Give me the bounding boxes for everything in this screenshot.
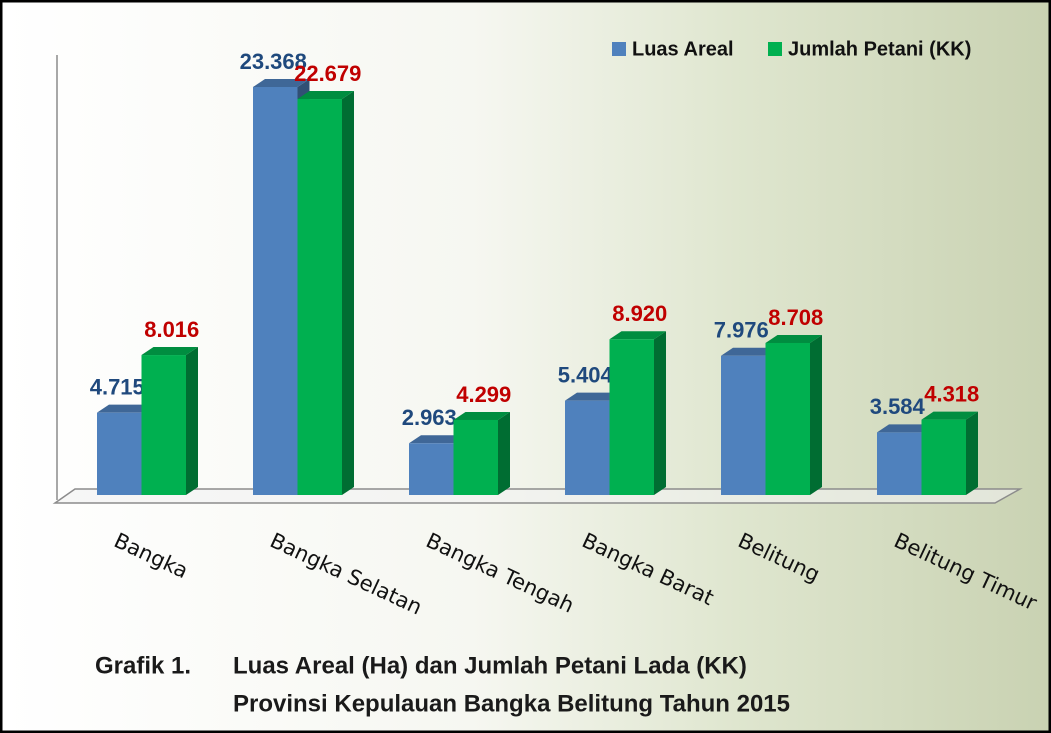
bar-face — [810, 335, 822, 495]
data-label: 3.584 — [870, 394, 926, 419]
bar-face — [409, 443, 454, 495]
bar — [766, 335, 823, 495]
data-label: 4.299 — [456, 382, 511, 407]
legend-swatch — [768, 42, 782, 56]
data-label: 4.318 — [924, 381, 979, 406]
bar-face — [766, 343, 811, 495]
bar — [922, 412, 979, 495]
bar-face — [610, 339, 655, 495]
data-label: 8.920 — [612, 301, 667, 326]
data-label: 8.016 — [144, 317, 199, 342]
bar-face — [966, 412, 978, 495]
data-label: 2.963 — [402, 405, 457, 430]
bar — [610, 331, 667, 495]
caption-title: Provinsi Kepulauan Bangka Belitung Tahun… — [233, 690, 790, 717]
bar-face — [186, 347, 198, 495]
legend-swatch — [612, 42, 626, 56]
bar-face — [298, 99, 343, 495]
bar-face — [97, 413, 142, 495]
bar-face — [142, 355, 187, 495]
bar-face — [342, 91, 354, 495]
caption-title: Luas Areal (Ha) dan Jumlah Petani Lada (… — [233, 652, 747, 679]
data-label: 4.715 — [90, 374, 145, 399]
bar-face — [721, 356, 766, 495]
bar-face — [253, 87, 298, 495]
bar-face — [877, 432, 922, 495]
legend-label: Jumlah Petani (KK) — [788, 38, 971, 60]
bar-face — [654, 331, 666, 495]
bar-face — [498, 412, 510, 495]
bar-face — [922, 420, 967, 495]
bar — [298, 91, 355, 495]
caption-label: Grafik 1. — [95, 652, 191, 679]
bar — [142, 347, 199, 495]
data-label: 8.708 — [768, 305, 823, 330]
data-label: 5.404 — [558, 362, 614, 387]
bar-face — [454, 420, 499, 495]
chart: Grafik 1. Luas Areal (Ha) dan Jumlah Pet… — [0, 0, 1051, 733]
floor — [55, 489, 1020, 503]
data-label: 22.679 — [294, 61, 361, 86]
bar-face — [565, 401, 610, 495]
legend-label: Luas Areal — [632, 38, 734, 60]
data-label: 7.976 — [714, 318, 769, 343]
bar — [454, 412, 511, 495]
